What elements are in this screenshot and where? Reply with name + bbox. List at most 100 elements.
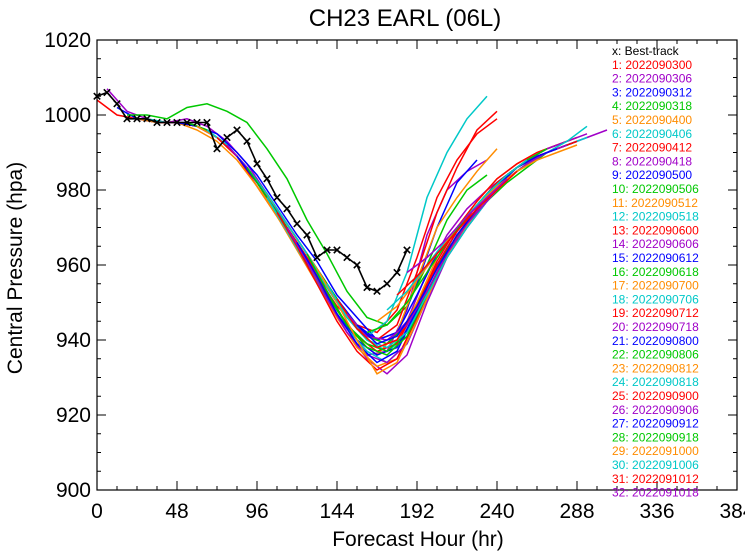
legend-item: 2: 2022090306 (612, 72, 692, 86)
x-tick-label: 48 (165, 500, 188, 523)
best-track-marker (253, 159, 261, 168)
forecast-line-11 (196, 125, 558, 349)
best-track-marker (373, 287, 381, 296)
legend-item: 14: 2022090606 (612, 237, 699, 251)
best-track-marker (193, 118, 201, 127)
legend-item: 8: 2022090418 (612, 154, 692, 168)
x-tick-label: 0 (91, 500, 103, 523)
best-track-marker (283, 204, 291, 213)
best-track-marker (293, 219, 301, 228)
legend-item: 19: 2022090712 (612, 306, 699, 320)
forecast-line-12 (206, 129, 568, 353)
x-tick-label: 192 (399, 500, 434, 523)
best-track-marker (263, 174, 271, 183)
y-tick-label: 940 (56, 329, 91, 352)
legend-item: 12: 2022090518 (612, 210, 699, 224)
y-tick-label: 900 (56, 479, 91, 502)
best-track-marker (343, 253, 351, 262)
best-track-marker (113, 99, 121, 108)
axes-layer: 0 48 96 144 192 240 288 336 384 900 920 940 960 980 10… (44, 29, 745, 523)
best-track-marker (213, 144, 221, 153)
forecast-line-25 (336, 140, 578, 349)
legend-item: 3: 2022090312 (612, 85, 692, 99)
forecast-line-20 (286, 129, 608, 364)
best-track-marker (133, 114, 141, 123)
y-axis-label: Central Pressure (hpa) (4, 162, 27, 374)
best-track-marker (393, 268, 401, 277)
best-track-marker (363, 283, 371, 292)
legend-item: 1: 2022090300 (612, 58, 692, 72)
best-track-marker (313, 253, 321, 262)
y-tick-label: 980 (56, 179, 91, 202)
chart-title: CH23 EARL (06L) (309, 5, 502, 32)
legend-item: 10: 2022090506 (612, 182, 699, 196)
best-track-marker (243, 137, 251, 146)
best-track-marker (403, 246, 411, 254)
legend-item: 27: 2022090912 (612, 417, 699, 431)
legend-item: 9: 2022090500 (612, 168, 692, 182)
legend-item: 20: 2022090718 (612, 320, 699, 334)
best-track-line (96, 91, 408, 293)
best-track-marker (333, 246, 341, 254)
legend-item: 28: 2022090918 (612, 430, 699, 444)
y-tick-label: 920 (56, 404, 91, 427)
forecast-line-32 (406, 178, 508, 274)
forecast-line-27 (356, 148, 558, 345)
x-tick-label: 288 (559, 500, 594, 523)
best-track-marker (123, 114, 131, 123)
best-track-marker (173, 118, 181, 127)
forecast-line-10 (186, 121, 548, 345)
legend-item: 21: 2022090800 (612, 334, 699, 348)
legend-item: 13: 2022090600 (612, 223, 699, 237)
legend-item: 18: 2022090706 (612, 292, 699, 306)
y-tick-label: 1000 (44, 104, 91, 127)
x-axis-label: Forecast Hour (hr) (332, 528, 504, 551)
forecast-line-31 (396, 170, 518, 296)
best-track-marker (353, 261, 361, 269)
best-track-marker (273, 193, 281, 202)
legend-item: 29: 2022091000 (612, 444, 699, 458)
forecast-line-7 (157, 110, 498, 341)
legend-item: 24: 2022090818 (612, 375, 699, 389)
legend-item: 4: 2022090318 (612, 99, 692, 113)
legend-item: 15: 2022090612 (612, 251, 699, 265)
legend-item-best-track: x: Best-track (612, 44, 680, 58)
x-tick-label: 96 (245, 500, 268, 523)
forecast-line-2 (106, 88, 488, 356)
x-tick-label: 336 (639, 500, 674, 523)
y-tick-label: 960 (56, 254, 91, 277)
y-tick-label: 1020 (44, 29, 91, 52)
legend-item: 32: 2022091018 (612, 486, 699, 500)
forecast-line-1 (96, 99, 498, 334)
legend-item: 5: 2022090400 (612, 113, 692, 127)
best-track-marker (323, 246, 331, 254)
legend-item: 17: 2022090700 (612, 279, 699, 293)
best-track-marker (223, 133, 231, 142)
series-layer (96, 88, 608, 375)
best-track-marker (383, 279, 391, 288)
legend-item: 23: 2022090812 (612, 361, 699, 375)
best-track-marker (183, 118, 191, 127)
legend-item: 25: 2022090900 (612, 389, 699, 403)
legend-item: 30: 2022091006 (612, 458, 699, 472)
legend-item: 7: 2022090412 (612, 141, 692, 155)
forecast-line-8 (167, 121, 528, 345)
best-track-marker (203, 118, 211, 127)
x-tick-label: 240 (479, 500, 514, 523)
legend-item: 31: 2022091012 (612, 472, 699, 486)
best-track-marker (233, 126, 241, 134)
forecast-line-26 (346, 144, 568, 341)
legend-item: 6: 2022090406 (612, 127, 692, 141)
best-track-marker (163, 118, 171, 127)
forecast-line-4 (127, 103, 488, 326)
legend-item: 16: 2022090618 (612, 265, 699, 279)
x-tick-label: 144 (319, 500, 354, 523)
best-track-marker (103, 88, 111, 97)
best-track-marker (143, 114, 151, 123)
legend-item: 22: 2022090806 (612, 348, 699, 362)
legend-item: 26: 2022090906 (612, 403, 699, 417)
best-track-marker (153, 118, 161, 127)
best-track-marker (303, 231, 311, 239)
